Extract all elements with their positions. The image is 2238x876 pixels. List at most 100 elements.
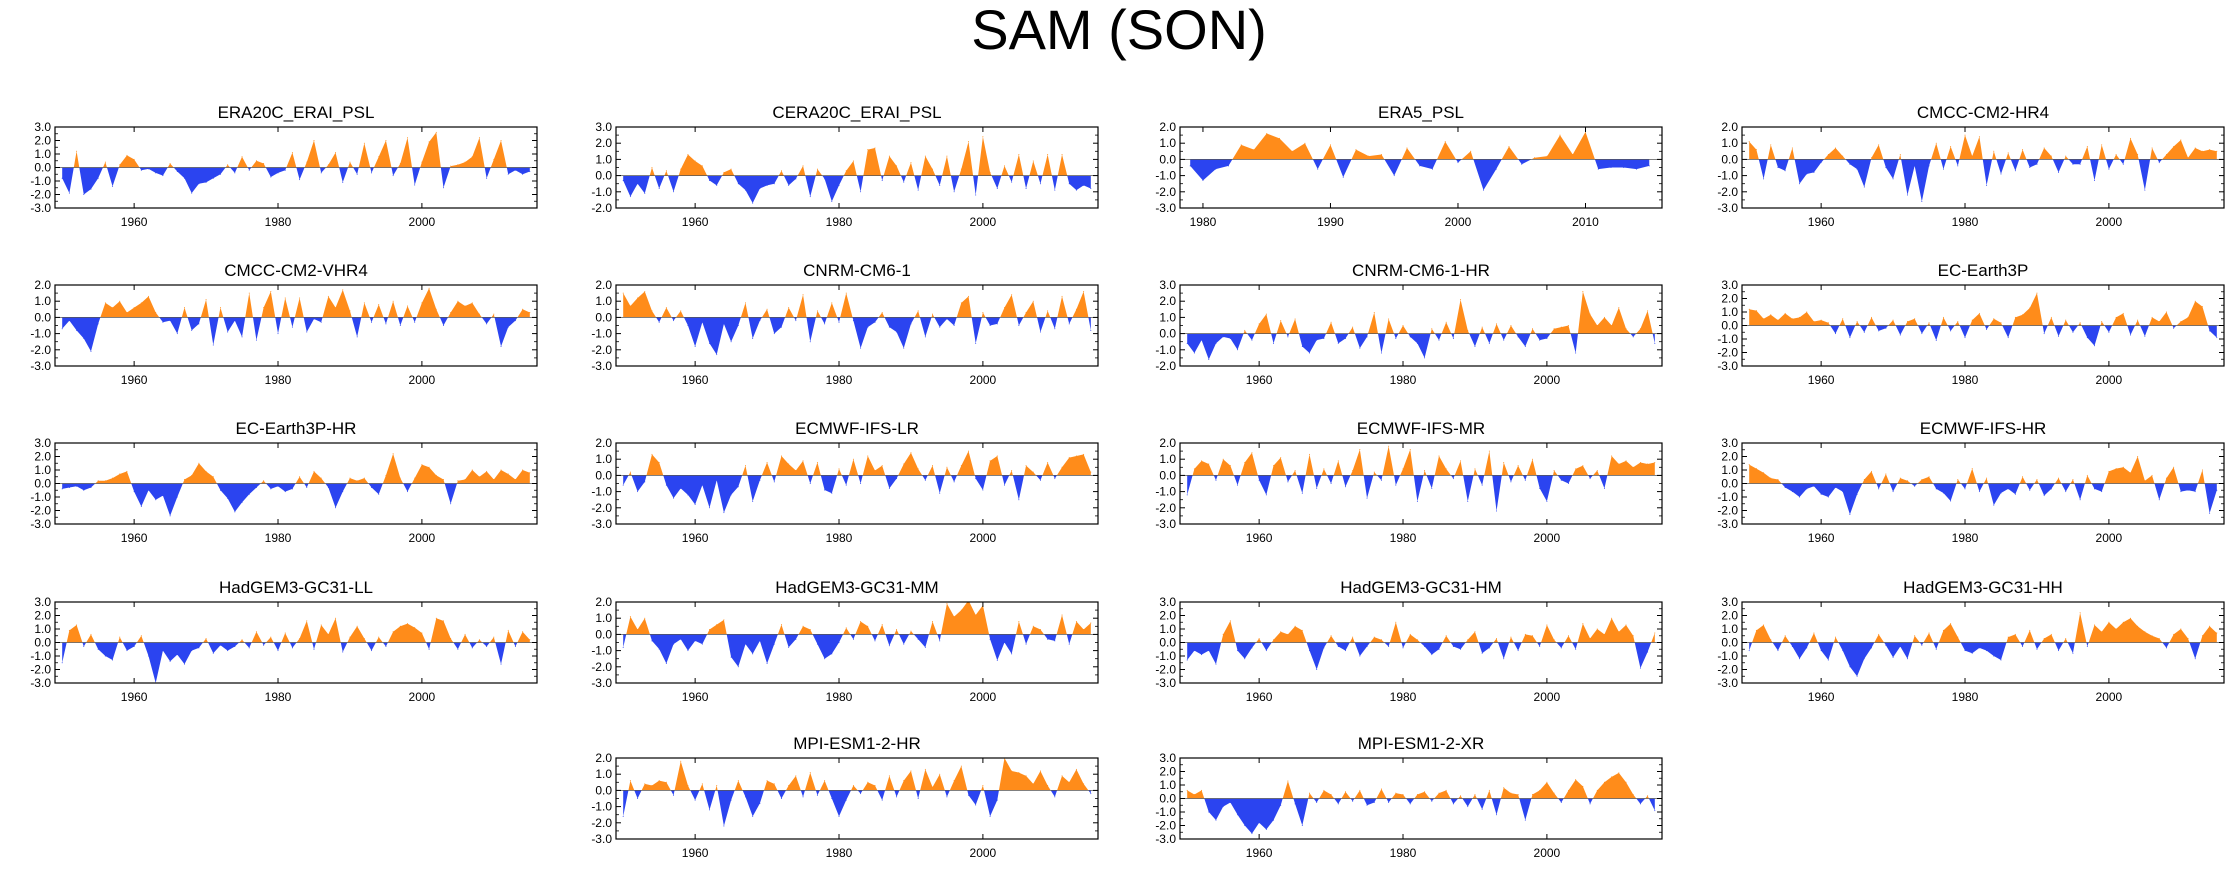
data-point	[888, 487, 890, 489]
x-tick-label: 1980	[826, 215, 853, 229]
y-tick-label: 0.0	[34, 161, 51, 175]
data-point	[1560, 479, 1562, 481]
data-point	[1011, 294, 1013, 296]
data-point	[1553, 792, 1555, 794]
data-point	[730, 341, 732, 343]
y-tick-label: 3.0	[34, 120, 51, 134]
data-point	[2014, 170, 2016, 172]
y-tick-label: 2.0	[595, 136, 612, 150]
data-point	[241, 639, 243, 641]
data-point	[1470, 150, 1472, 152]
data-point	[1294, 470, 1296, 472]
data-point	[1193, 352, 1195, 354]
positive-anomaly-area	[1243, 291, 1653, 334]
data-point	[255, 487, 257, 489]
data-point	[989, 171, 991, 173]
data-point	[1215, 342, 1217, 344]
data-point	[1054, 640, 1056, 642]
data-point	[1567, 789, 1569, 791]
y-tick-label: -1.0	[591, 644, 612, 658]
data-point	[1842, 155, 1844, 157]
data-point	[529, 171, 531, 173]
data-point	[1799, 658, 1801, 660]
data-point	[169, 660, 171, 662]
data-point	[752, 815, 754, 817]
negative-anomaly-area	[1781, 483, 2217, 515]
data-point	[1654, 632, 1656, 634]
x-tick-label: 1980	[265, 531, 292, 545]
data-point	[493, 478, 495, 480]
data-point	[1075, 455, 1077, 457]
data-point	[1806, 311, 1808, 313]
data-point	[162, 175, 164, 177]
data-point	[802, 796, 804, 798]
data-point	[680, 168, 682, 170]
data-point	[1032, 300, 1034, 302]
data-point	[1496, 510, 1498, 512]
data-point	[1316, 339, 1318, 341]
data-point	[1813, 320, 1815, 322]
x-tick-label: 2000	[2096, 373, 2123, 387]
data-point	[1806, 647, 1808, 649]
y-tick-label: 0.0	[1159, 792, 1176, 806]
data-point	[1639, 803, 1641, 805]
data-point	[529, 639, 531, 641]
data-point	[148, 295, 150, 297]
data-point	[263, 644, 265, 646]
data-point	[852, 458, 854, 460]
data-point	[1978, 647, 1980, 649]
data-point	[629, 196, 631, 198]
data-point	[1265, 829, 1267, 831]
data-point	[1935, 339, 1937, 341]
data-point	[1496, 814, 1498, 816]
data-point	[1395, 337, 1397, 339]
data-point	[1849, 514, 1851, 516]
data-point	[687, 785, 689, 787]
y-tick-label: 2.0	[595, 595, 612, 609]
negative-anomaly-area	[623, 634, 1073, 667]
y-tick-label: 2.0	[34, 134, 51, 148]
y-tick-label: 0.0	[1721, 152, 1738, 166]
negative-anomaly-area	[623, 475, 1057, 513]
data-point	[658, 648, 660, 650]
data-point	[1921, 644, 1923, 646]
data-point	[176, 171, 178, 173]
data-point	[1294, 803, 1296, 805]
data-point	[140, 302, 142, 304]
y-tick-label: -2.0	[591, 501, 612, 515]
data-point	[1229, 620, 1231, 622]
x-tick-label: 1960	[1808, 531, 1835, 545]
data-point	[946, 603, 948, 605]
data-point	[665, 307, 667, 309]
data-point	[1589, 313, 1591, 315]
data-point	[845, 292, 847, 294]
data-point	[421, 464, 423, 466]
data-point	[68, 320, 70, 322]
data-point	[2216, 150, 2218, 152]
data-point	[1380, 788, 1382, 790]
data-point	[1359, 347, 1361, 349]
data-point	[1032, 471, 1034, 473]
data-point	[493, 636, 495, 638]
data-point	[1942, 168, 1944, 170]
data-point	[816, 643, 818, 645]
data-point	[1344, 650, 1346, 652]
data-point	[140, 635, 142, 637]
data-point	[2072, 478, 2074, 480]
data-point	[2129, 617, 2131, 619]
data-point	[198, 183, 200, 185]
y-tick-label: 1.0	[34, 294, 51, 308]
data-point	[888, 645, 890, 647]
data-point	[637, 491, 639, 493]
data-point	[83, 646, 85, 648]
data-point	[1393, 175, 1395, 177]
data-point	[1791, 491, 1793, 493]
positive-anomaly-area	[1749, 135, 2217, 160]
y-tick-label: -1.0	[30, 649, 51, 663]
panel-cera20c-erai-psl: CERA20C_ERAI_PSL 3.0 2.0 1.0 0.0 -1.0 -2.0 1960…	[591, 103, 1099, 229]
data-point	[1942, 629, 1944, 631]
data-point	[1892, 656, 1894, 658]
data-point	[629, 780, 631, 782]
data-point	[198, 323, 200, 325]
data-point	[1424, 357, 1426, 359]
